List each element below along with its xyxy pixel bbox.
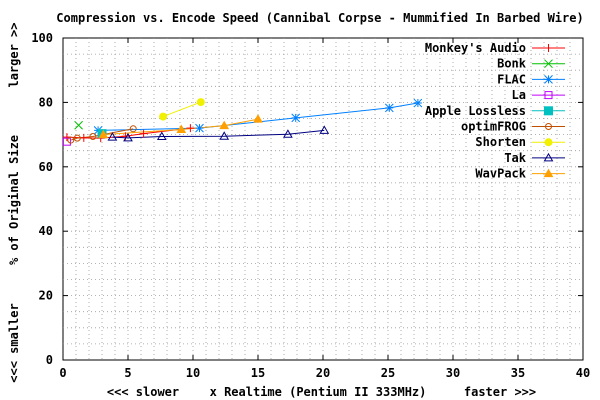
data-point-tak	[219, 131, 230, 140]
legend-label: Bonk	[497, 57, 527, 71]
x-tick-label: 35	[511, 366, 525, 380]
y-tick-label: 20	[39, 289, 53, 303]
x-tick-label: 0	[59, 366, 66, 380]
legend-marker	[544, 138, 553, 147]
data-point-shorten	[196, 98, 205, 107]
data-point-wavpack	[176, 124, 187, 133]
x-tick-label: 30	[446, 366, 460, 380]
x-axis-label: x Realtime (Pentium II 333MHz)	[210, 385, 427, 399]
series-line-shorten	[162, 101, 201, 118]
legend-marker	[545, 123, 552, 130]
x-tick-label: 25	[381, 366, 395, 380]
data-point-wavpack	[98, 129, 109, 139]
legend-label: optimFROG	[461, 120, 526, 134]
y-axis-label: % of Original Size	[7, 135, 21, 265]
data-point-bonk	[74, 120, 83, 130]
axis-ticks: 0 5 10 15 20 25 30 35 40 0 20 40 60 80 100	[31, 31, 590, 380]
y-tick-label: 100	[31, 31, 53, 45]
legend-label: Apple Lossless	[425, 104, 526, 118]
data-point-wavpack	[219, 120, 230, 130]
legend-item: Tak	[504, 151, 565, 165]
data-point-flac	[291, 113, 301, 123]
y-axis-label-top: larger >>	[7, 22, 21, 87]
legend-item: La	[512, 88, 565, 102]
data-point-monkey-s-audio	[79, 133, 88, 142]
legend-marker	[544, 91, 553, 100]
x-tick-label: 40	[576, 366, 590, 380]
x-axis-label-right: faster >>>	[464, 385, 536, 399]
data-point-flac	[413, 98, 423, 108]
legend-item: Monkey's Audio	[425, 41, 565, 55]
legend-item: Apple Lossless	[425, 104, 565, 118]
y-tick-label: 60	[39, 160, 53, 174]
data-point-shorten	[159, 112, 168, 121]
data-point-tak	[123, 132, 133, 142]
legend-label: La	[512, 88, 526, 102]
legend-marker	[543, 152, 554, 162]
legend-item: WavPack	[475, 167, 565, 181]
x-tick-label: 5	[124, 366, 131, 380]
legend-item: Bonk	[497, 57, 565, 71]
legend-item: optimFROG	[461, 120, 565, 134]
legend-marker	[544, 59, 553, 69]
legend-marker	[544, 106, 553, 116]
legend-marker	[543, 168, 554, 178]
x-tick-label: 10	[186, 366, 200, 380]
y-tick-label: 40	[39, 224, 53, 238]
data-point-tak	[283, 129, 293, 138]
series-line-wavpack	[103, 118, 259, 136]
data-point-optimfrog	[67, 136, 75, 144]
data-point-flac	[384, 103, 394, 113]
legend-marker	[544, 75, 553, 84]
legend-item: FLAC	[497, 72, 565, 86]
data-point-tak	[107, 132, 118, 141]
legend-label: Monkey's Audio	[425, 41, 526, 55]
legend-label: FLAC	[497, 72, 526, 86]
legend-marker	[544, 44, 553, 52]
y-tick-label: 0	[46, 353, 53, 367]
data-point-optimfrog	[73, 134, 81, 142]
data-point-wavpack	[253, 114, 263, 123]
data-point-tak	[156, 131, 167, 141]
data-point-monkey-s-audio	[139, 129, 148, 138]
x-tick-label: 20	[316, 366, 330, 380]
x-tick-label: 15	[251, 366, 265, 380]
data-point-la	[62, 137, 71, 146]
y-axis-label-bottom: <<< smaller	[7, 303, 21, 382]
data-markers	[62, 98, 423, 146]
grid-lines	[63, 38, 583, 360]
y-tick-label: 80	[39, 95, 53, 109]
data-point-monkey-s-audio	[186, 124, 195, 133]
data-point-tak	[319, 125, 330, 134]
legend-item: Shorten	[475, 135, 565, 149]
data-point-flac	[195, 123, 204, 133]
legend-label: Shorten	[475, 135, 526, 149]
data-point-optimfrog	[129, 125, 137, 133]
legend-label: Tak	[504, 151, 526, 165]
chart-title: Compression vs. Encode Speed (Cannibal C…	[56, 11, 583, 25]
legend-label: WavPack	[475, 167, 526, 181]
x-axis-label-left: <<< slower	[107, 385, 179, 399]
data-point-optimfrog	[89, 133, 97, 141]
